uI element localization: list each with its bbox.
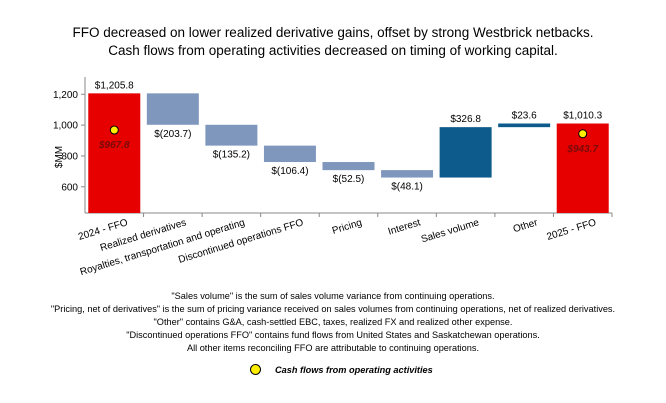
cash-flow-label-0: $967.8 bbox=[98, 140, 130, 151]
x-tick-label-6: Sales volume bbox=[420, 217, 481, 245]
x-tick-label-5: Interest bbox=[387, 217, 422, 237]
data-label-3: $(106.4) bbox=[271, 166, 308, 177]
x-tick-label-7: Other bbox=[512, 217, 540, 235]
data-label-0: $1,205.8 bbox=[95, 80, 134, 91]
legend-marker-icon bbox=[250, 364, 261, 375]
data-label-4: $(52.5) bbox=[333, 174, 365, 185]
x-tick-label-8: 2025 - FFO bbox=[545, 217, 597, 243]
bar-0 bbox=[88, 93, 141, 213]
y-tick-label: 600 bbox=[61, 182, 78, 193]
footnote-other: "Other" contains G&A, cash-settled EBC, … bbox=[153, 317, 513, 327]
bar-2 bbox=[205, 124, 258, 146]
footnotes: "Sales volume" is the sum of sales volum… bbox=[0, 290, 666, 355]
data-label-8: $1,010.3 bbox=[563, 111, 602, 122]
y-tick-label: 800 bbox=[61, 151, 78, 162]
x-tick-label-4: Pricing bbox=[331, 217, 363, 236]
bar-5 bbox=[381, 170, 434, 178]
chart-subtitle: Cash flows from operating activities dec… bbox=[108, 43, 558, 58]
data-label-5: $(48.1) bbox=[391, 182, 423, 193]
cash-flow-label-1: $943.7 bbox=[566, 144, 598, 155]
footnote-pricing: "Pricing, net of derivatives" is the sum… bbox=[50, 304, 616, 314]
footnote-discontinued: "Discontinued operations FFO" contains f… bbox=[126, 330, 540, 340]
bar-1 bbox=[146, 93, 199, 125]
data-label-2: $(135.2) bbox=[213, 150, 250, 161]
data-label-6: $326.8 bbox=[450, 114, 481, 125]
footnote-continuing: All other items reconciling FFO are attr… bbox=[186, 343, 480, 353]
footnote-sales-volume: "Sales volume" is the sum of sales volum… bbox=[171, 291, 495, 301]
y-axis-label: $MM bbox=[54, 146, 65, 168]
cash-flow-marker-0 bbox=[109, 125, 119, 135]
y-tick-label: 1,200 bbox=[53, 90, 78, 101]
data-label-1: $(203.7) bbox=[154, 129, 191, 140]
bar-8 bbox=[556, 123, 609, 213]
bar-4 bbox=[322, 162, 375, 171]
bar-6 bbox=[439, 127, 492, 178]
legend: Cash flows from operating activities bbox=[250, 364, 433, 375]
bar-7 bbox=[498, 123, 551, 128]
data-label-7: $23.6 bbox=[512, 111, 537, 122]
cash-flow-marker-1 bbox=[578, 129, 588, 139]
y-tick-label: 1,000 bbox=[53, 121, 78, 132]
chart-title: FFO decreased on lower realized derivati… bbox=[72, 25, 594, 40]
bar-3 bbox=[263, 145, 316, 163]
legend-label: Cash flows from operating activities bbox=[275, 364, 433, 375]
